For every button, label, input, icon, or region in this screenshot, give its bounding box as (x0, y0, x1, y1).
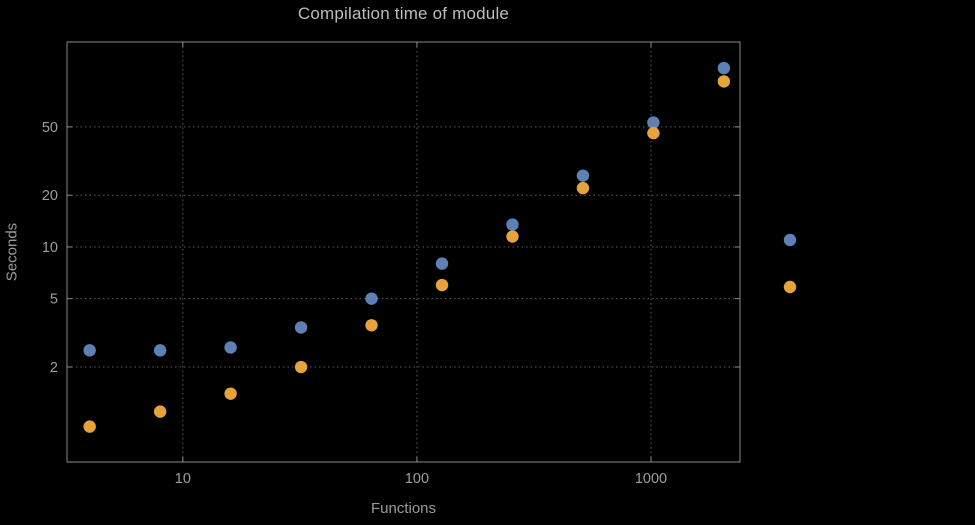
data-point-series-orange (647, 126, 660, 140)
data-point-series-orange (435, 278, 449, 292)
data-point-series-orange (153, 405, 167, 418)
chart-title: Compilation time of module (297, 4, 510, 23)
legend-marker-series-blue (783, 233, 797, 247)
data-point-series-blue (153, 344, 167, 357)
y-tick-label: 2 (50, 360, 58, 376)
x-tick-label: 10 (175, 471, 191, 487)
data-point-series-blue (83, 344, 96, 357)
data-point-series-blue (647, 116, 660, 129)
data-point-series-orange (506, 230, 519, 243)
x-tick-label: 100 (405, 471, 429, 487)
x-tick-label: 1000 (635, 471, 667, 487)
y-tick-label: 10 (42, 240, 58, 256)
legend-marker-series-orange (783, 280, 797, 294)
data-point-series-orange (83, 420, 96, 433)
data-point-series-blue (365, 292, 378, 305)
data-point-series-blue (506, 218, 519, 231)
data-point-series-blue (717, 61, 731, 75)
data-point-series-blue (576, 169, 590, 182)
data-point-series-orange (576, 181, 590, 195)
data-point-series-orange (294, 360, 308, 374)
y-tick-label: 20 (42, 188, 58, 204)
y-tick-label: 50 (42, 120, 58, 136)
x-axis-label: Functions (370, 500, 437, 517)
data-point-series-orange (224, 387, 237, 400)
data-point-series-blue (224, 341, 237, 354)
plot-frame (66, 41, 741, 463)
data-point-series-orange (717, 75, 731, 88)
data-point-series-blue (435, 257, 449, 270)
y-tick-label: 5 (50, 292, 58, 308)
data-point-series-blue (294, 321, 308, 334)
data-point-series-orange (365, 319, 378, 332)
